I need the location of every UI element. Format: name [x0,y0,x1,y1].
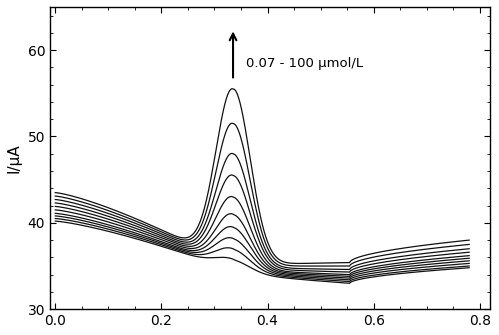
Text: 0.07 - 100 μmol/L: 0.07 - 100 μmol/L [247,57,363,70]
Y-axis label: I/μA: I/μA [7,143,22,173]
